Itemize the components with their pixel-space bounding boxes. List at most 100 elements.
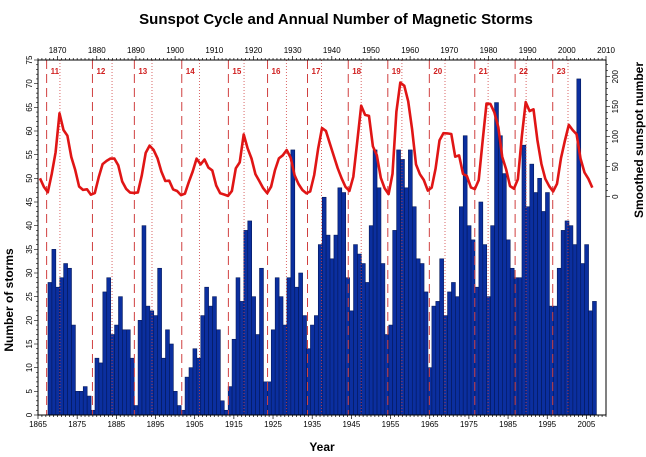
storm-bar-1909 bbox=[208, 305, 213, 416]
x-tick-label: 1975 bbox=[460, 420, 478, 429]
storm-bar-1985 bbox=[506, 239, 511, 416]
plot-frame bbox=[37, 59, 607, 416]
storm-bar-1972 bbox=[455, 296, 460, 416]
storm-bar-1957 bbox=[396, 149, 401, 416]
x-tick-label: 1875 bbox=[68, 420, 86, 429]
x-top-tick-label: 2010 bbox=[597, 46, 615, 55]
x-axis-label: Year bbox=[309, 440, 335, 454]
storm-bar-1938 bbox=[321, 196, 327, 416]
x-top-tick-label: 1940 bbox=[323, 46, 341, 55]
storm-bar-1884 bbox=[110, 334, 115, 416]
storm-bar-1992 bbox=[533, 192, 538, 416]
y2-tick-label: 100 bbox=[611, 129, 620, 143]
x-tick-label: 1925 bbox=[264, 420, 282, 429]
storm-bar-1905 bbox=[192, 348, 198, 416]
storm-bar-1898 bbox=[165, 329, 170, 416]
storm-bar-1939 bbox=[325, 234, 331, 416]
storm-bar-1961 bbox=[411, 206, 417, 416]
storm-bar-1882 bbox=[102, 291, 108, 416]
storm-bar-1984 bbox=[502, 173, 507, 416]
x-top-tick-label: 1970 bbox=[440, 46, 458, 55]
storm-bar-1965 bbox=[427, 367, 433, 416]
storm-bar-1921 bbox=[255, 334, 260, 416]
storm-bar-1901 bbox=[176, 405, 182, 416]
y2-tick-label: 0 bbox=[611, 194, 620, 199]
storm-bar-1917 bbox=[239, 301, 245, 416]
storm-bar-2002 bbox=[572, 244, 578, 416]
chart-title: Sunspot Cycle and Annual Number of Magne… bbox=[139, 11, 533, 28]
y2-tick-label: 200 bbox=[611, 69, 620, 83]
storm-bar-2007 bbox=[592, 301, 597, 416]
y-tick-label: 40 bbox=[25, 221, 34, 230]
cycle-label: 11 bbox=[51, 67, 60, 76]
y-tick-label: 75 bbox=[25, 55, 34, 64]
storm-bar-1891 bbox=[137, 320, 143, 416]
storm-bar-1966 bbox=[431, 305, 437, 416]
y-tick-label: 0 bbox=[25, 412, 34, 417]
storm-bar-1908 bbox=[204, 286, 209, 416]
storm-bar-1978 bbox=[478, 201, 484, 416]
storm-bar-1942 bbox=[337, 187, 343, 416]
y-tick-label: 45 bbox=[25, 197, 34, 206]
y-tick-label: 25 bbox=[25, 292, 34, 301]
x-top-tick-label: 1950 bbox=[362, 46, 380, 55]
storm-bar-1926 bbox=[274, 277, 280, 416]
storm-bar-1872 bbox=[63, 263, 68, 416]
storm-bar-1983 bbox=[498, 135, 503, 416]
storm-bar-1956 bbox=[392, 230, 397, 416]
storm-bar-1929 bbox=[286, 277, 292, 416]
storm-bar-2001 bbox=[568, 225, 574, 416]
storm-bar-1951 bbox=[372, 149, 378, 416]
sunspot-line bbox=[38, 81, 594, 198]
x-top-tick-label: 1990 bbox=[519, 46, 537, 55]
storm-bar-1950 bbox=[368, 225, 374, 416]
y2-tick-label: 50 bbox=[611, 162, 620, 171]
storm-bar-1980 bbox=[486, 296, 491, 416]
x-top-tick-label: 1960 bbox=[401, 46, 419, 55]
y-tick-label: 50 bbox=[25, 173, 34, 182]
cycle-label: 16 bbox=[272, 67, 281, 76]
x-tick-label: 1865 bbox=[29, 420, 47, 429]
storm-bar-1969 bbox=[443, 315, 448, 416]
x-top-tick-label: 1980 bbox=[480, 46, 498, 55]
storm-bar-1927 bbox=[278, 296, 284, 416]
storm-bar-1900 bbox=[173, 391, 178, 416]
storm-bar-1919 bbox=[247, 220, 252, 416]
y-tick-label: 65 bbox=[25, 102, 34, 111]
y-tick-label: 15 bbox=[25, 339, 34, 348]
storm-bar-1963 bbox=[419, 263, 425, 416]
storm-bar-1930 bbox=[290, 149, 296, 416]
storm-bar-1869 bbox=[51, 249, 57, 416]
x-top-tick-label: 1930 bbox=[284, 46, 302, 55]
storm-bar-1948 bbox=[361, 263, 366, 416]
x-top-tick-label: 2000 bbox=[558, 46, 576, 55]
storm-bar-1888 bbox=[126, 329, 131, 416]
storm-bar-2005 bbox=[584, 244, 589, 416]
storm-bar-1907 bbox=[200, 315, 205, 416]
storm-bar-1941 bbox=[333, 234, 339, 416]
storm-bar-1883 bbox=[106, 277, 111, 416]
storm-bar-1911 bbox=[216, 329, 221, 416]
storm-bar-1973 bbox=[458, 206, 464, 416]
x-tick-label: 1995 bbox=[538, 420, 556, 429]
storm-bar-2006 bbox=[588, 310, 593, 416]
cycle-label: 19 bbox=[392, 67, 401, 76]
storm-bar-1945 bbox=[349, 310, 354, 416]
storm-bar-1958 bbox=[400, 159, 405, 416]
storm-bar-1981 bbox=[490, 225, 495, 416]
storm-bar-2000 bbox=[564, 220, 570, 416]
storm-bar-1931 bbox=[294, 286, 299, 416]
storm-bar-1982 bbox=[494, 102, 499, 416]
cycle-label: 12 bbox=[96, 67, 105, 76]
cycle-label: 21 bbox=[479, 67, 488, 76]
storm-bar-1989 bbox=[521, 144, 527, 416]
storm-bar-1906 bbox=[196, 357, 202, 416]
storm-bar-1995 bbox=[545, 192, 550, 416]
storm-bar-1991 bbox=[529, 163, 535, 416]
storm-bar-1979 bbox=[482, 244, 488, 416]
storm-bar-1971 bbox=[451, 282, 456, 416]
y-tick-label: 70 bbox=[25, 79, 34, 88]
storm-bar-1880 bbox=[94, 357, 100, 416]
cycle-label: 14 bbox=[186, 67, 195, 76]
